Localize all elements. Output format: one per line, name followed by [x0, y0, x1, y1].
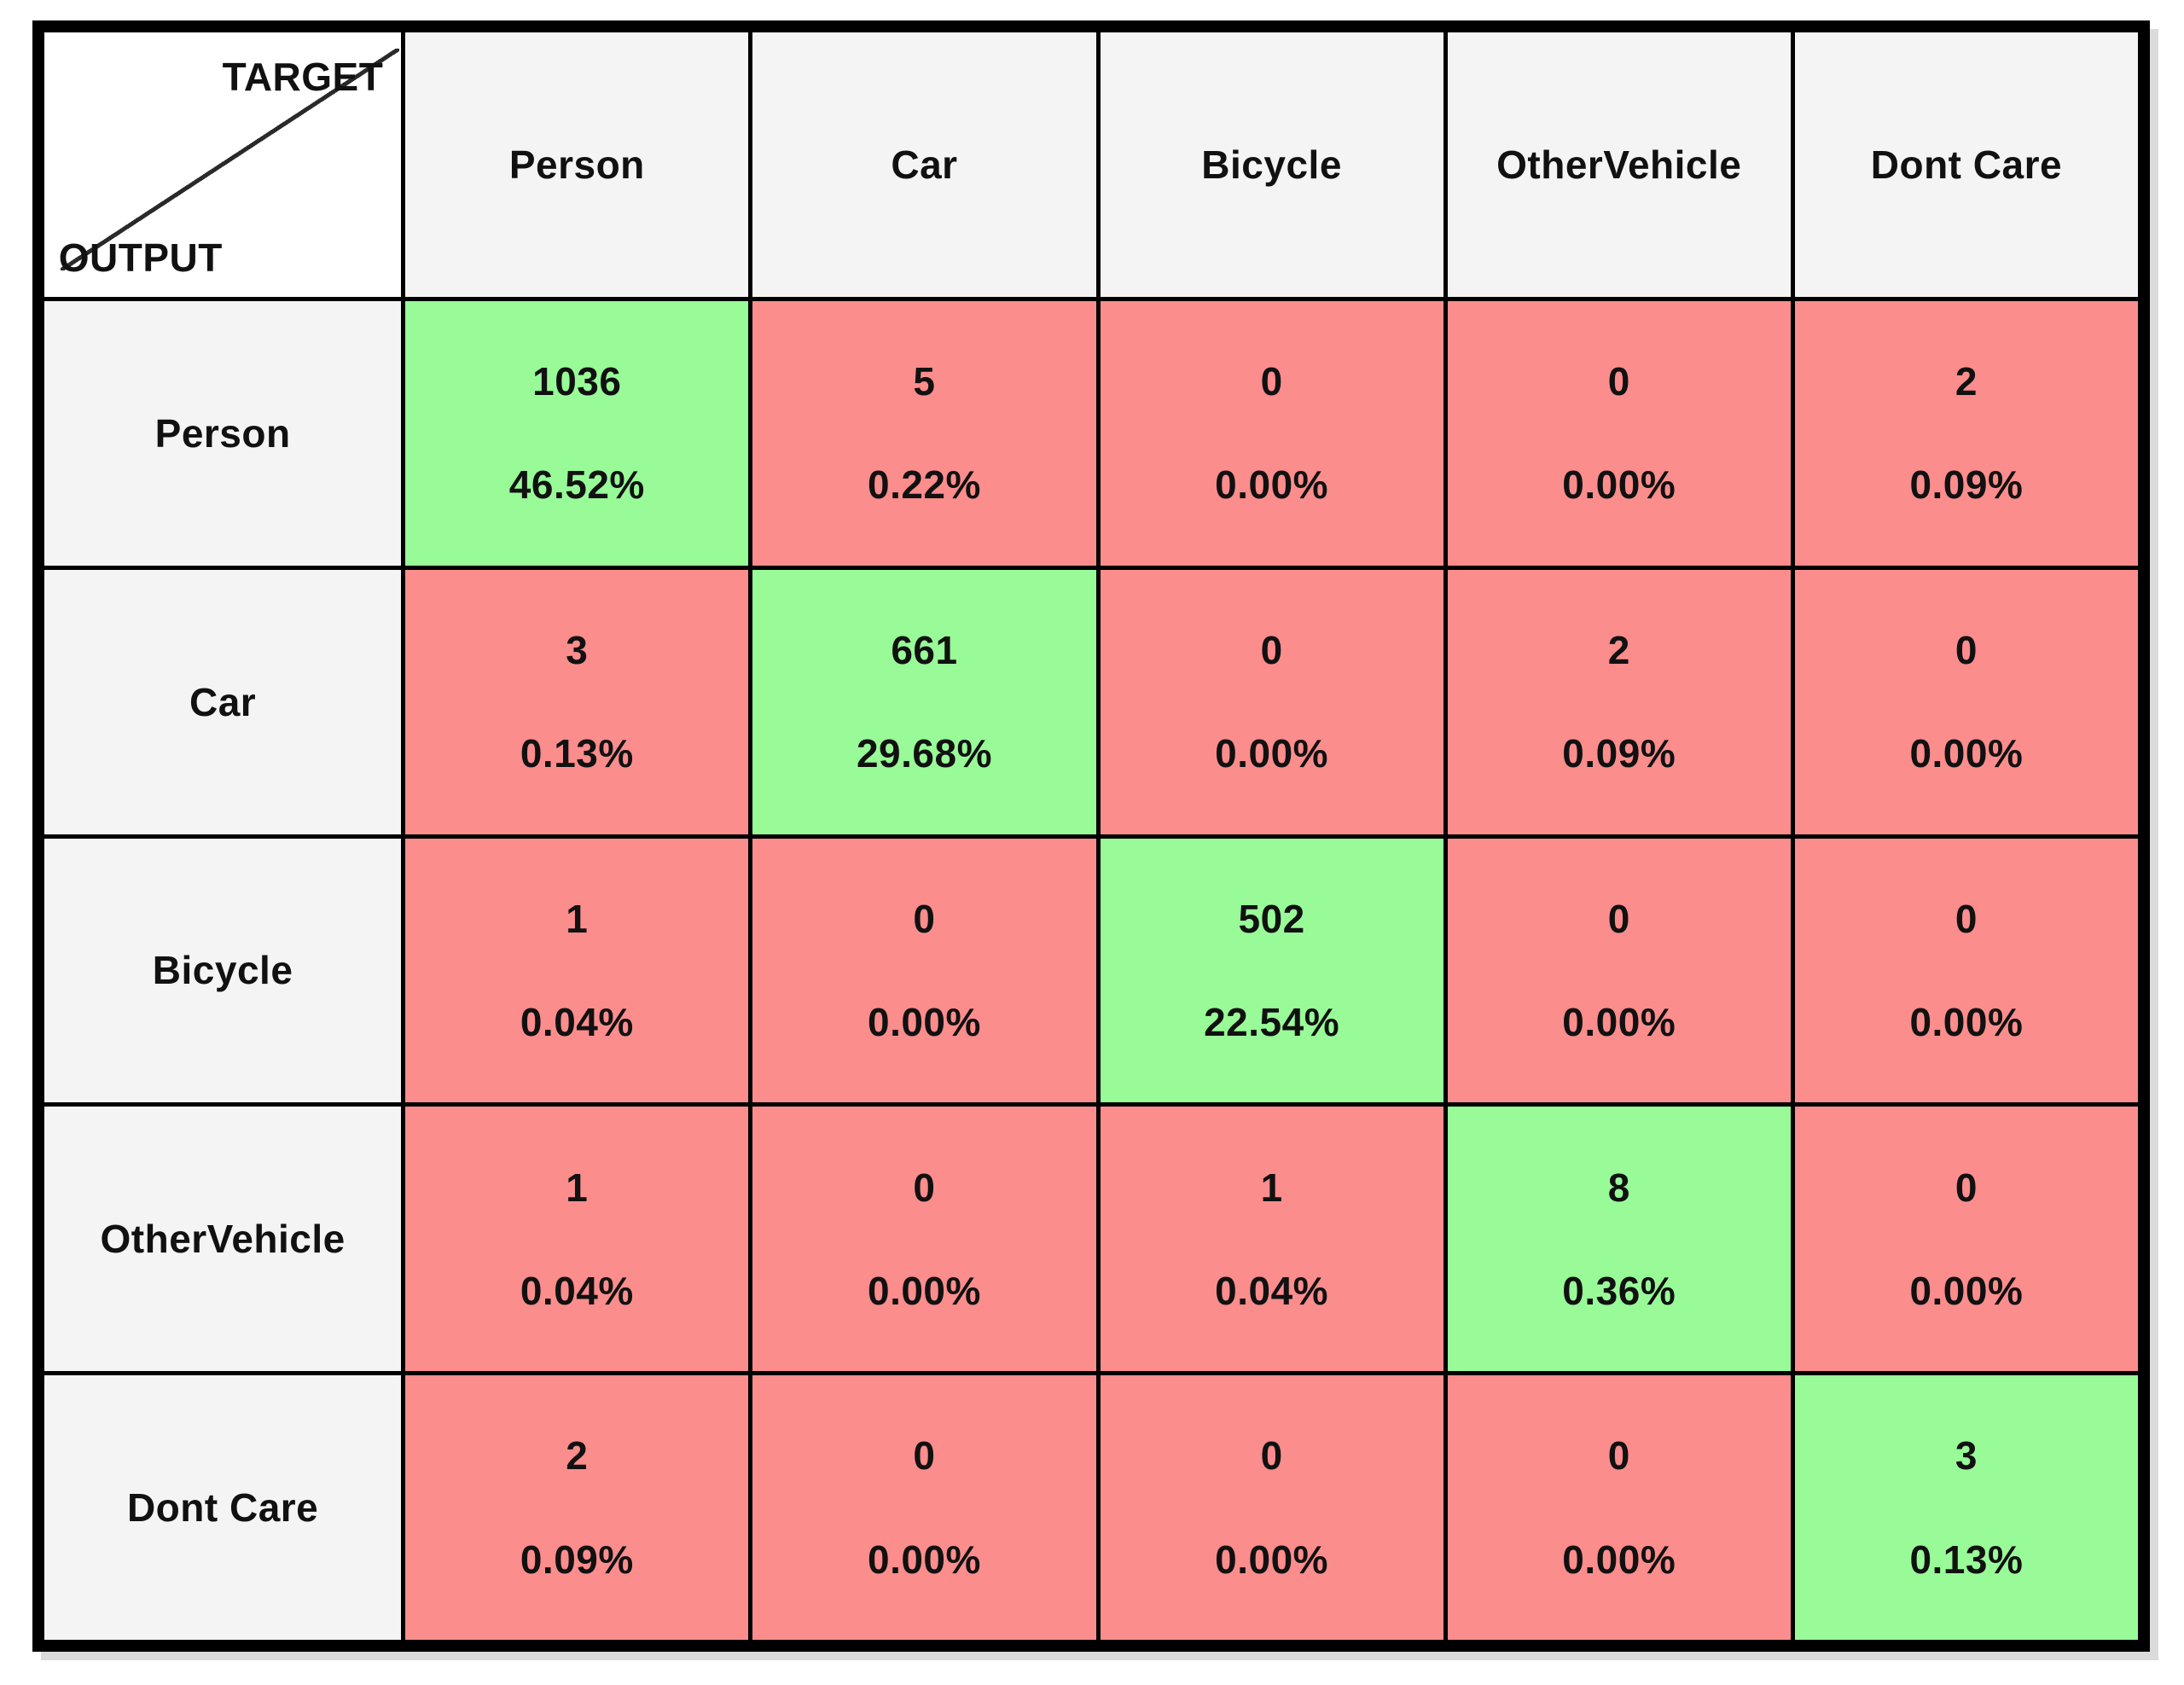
matrix-cell-person-bicycle: 0 0.00% — [1100, 300, 1443, 566]
cell-percent: 0.04% — [520, 1268, 634, 1313]
cell-percent: 0.00% — [1215, 731, 1329, 776]
cell-percent: 0.00% — [1909, 731, 2024, 776]
col-header-car: Car — [752, 32, 1096, 297]
cell-percent: 22.54% — [1204, 1000, 1340, 1045]
matrix-cell-othervehicle-car: 0 0.00% — [752, 1107, 1096, 1372]
matrix-cell-person-person: 1036 46.52% — [405, 300, 749, 566]
cell-count: 1036 — [532, 359, 622, 404]
cell-percent: 0.00% — [1562, 1537, 1676, 1582]
matrix-cell-dontcare-bicycle: 0 0.00% — [1100, 1375, 1443, 1640]
cell-percent: 0.00% — [1909, 1000, 2024, 1045]
cell-count: 0 — [1260, 627, 1283, 672]
cell-count: 2 — [566, 1433, 589, 1479]
cell-count: 502 — [1238, 896, 1305, 941]
cell-count: 0 — [1955, 1165, 1978, 1210]
matrix-cell-dontcare-car: 0 0.00% — [752, 1375, 1096, 1640]
corner-cell: TARGET OUTPUT — [44, 32, 402, 297]
row-header-dontcare: Dont Care — [44, 1375, 402, 1640]
cell-percent: 0.22% — [867, 462, 981, 508]
cell-percent: 0.13% — [1909, 1537, 2024, 1582]
output-axis-label: OUTPUT — [58, 235, 223, 281]
cell-percent: 29.68% — [856, 731, 992, 776]
cell-count: 3 — [1955, 1433, 1978, 1479]
cell-count: 0 — [913, 896, 936, 941]
cell-percent: 0.09% — [520, 1537, 634, 1582]
cell-count: 8 — [1607, 1165, 1630, 1210]
cell-count: 3 — [566, 627, 589, 672]
cell-percent: 0.00% — [1215, 462, 1329, 508]
matrix-cell-bicycle-dontcare: 0 0.00% — [1794, 838, 2138, 1103]
cell-count: 0 — [1955, 896, 1978, 941]
cell-count: 0 — [1955, 627, 1978, 672]
diagonal-divider-line — [60, 48, 400, 270]
cell-percent: 0.09% — [1909, 462, 2024, 508]
matrix-cell-car-othervehicle: 2 0.09% — [1447, 569, 1791, 834]
cell-percent: 0.00% — [1562, 1000, 1676, 1045]
cell-percent: 0.00% — [1215, 1537, 1329, 1582]
col-header-person: Person — [405, 32, 749, 297]
cell-percent: 0.09% — [1562, 731, 1676, 776]
cell-percent: 0.04% — [520, 1000, 634, 1045]
cell-count: 1 — [566, 1165, 589, 1210]
cell-percent: 0.13% — [520, 731, 634, 776]
matrix-cell-bicycle-car: 0 0.00% — [752, 838, 1096, 1103]
cell-count: 0 — [913, 1433, 936, 1479]
cell-count: 1 — [1260, 1165, 1283, 1210]
cell-count: 661 — [891, 627, 958, 672]
matrix-cell-car-person: 3 0.13% — [405, 569, 749, 834]
matrix-cell-dontcare-person: 2 0.09% — [405, 1375, 749, 1640]
matrix-cell-othervehicle-dontcare: 0 0.00% — [1794, 1107, 2138, 1372]
row-header-person: Person — [44, 300, 402, 566]
target-axis-label: TARGET — [222, 54, 384, 99]
cell-percent: 0.00% — [1562, 462, 1676, 508]
cell-percent: 0.00% — [867, 1537, 981, 1582]
cell-percent: 0.36% — [1562, 1268, 1676, 1313]
matrix-cell-bicycle-bicycle: 502 22.54% — [1100, 838, 1443, 1103]
cell-percent: 46.52% — [508, 462, 645, 508]
col-header-dontcare: Dont Care — [1794, 32, 2138, 297]
matrix-cell-person-car: 5 0.22% — [752, 300, 1096, 566]
matrix-cell-dontcare-dontcare: 3 0.13% — [1794, 1375, 2138, 1640]
cell-count: 0 — [1607, 1433, 1630, 1479]
col-header-othervehicle: OtherVehicle — [1447, 32, 1791, 297]
cell-percent: 0.00% — [867, 1268, 981, 1313]
cell-count: 0 — [1607, 896, 1630, 941]
cell-percent: 0.04% — [1215, 1268, 1329, 1313]
row-header-car: Car — [44, 569, 402, 834]
cell-count: 5 — [913, 359, 936, 404]
cell-count: 0 — [1260, 1433, 1283, 1479]
matrix-cell-person-othervehicle: 0 0.00% — [1447, 300, 1791, 566]
cell-count: 0 — [913, 1165, 936, 1210]
cell-count: 0 — [1260, 359, 1283, 404]
cell-count: 0 — [1607, 359, 1630, 404]
matrix-cell-othervehicle-bicycle: 1 0.04% — [1100, 1107, 1443, 1372]
cell-percent: 0.00% — [1909, 1268, 2024, 1313]
matrix-cell-car-bicycle: 0 0.00% — [1100, 569, 1443, 834]
matrix-cell-dontcare-othervehicle: 0 0.00% — [1447, 1375, 1791, 1640]
cell-count: 2 — [1955, 359, 1978, 404]
matrix-cell-othervehicle-othervehicle: 8 0.36% — [1447, 1107, 1791, 1372]
confusion-matrix-table: TARGET OUTPUT Person Car Bicycle OtherVe… — [32, 20, 2150, 1652]
cell-count: 2 — [1607, 627, 1630, 672]
matrix-cell-othervehicle-person: 1 0.04% — [405, 1107, 749, 1372]
matrix-cell-person-dontcare: 2 0.09% — [1794, 300, 2138, 566]
matrix-cell-car-dontcare: 0 0.00% — [1794, 569, 2138, 834]
cell-count: 1 — [566, 896, 589, 941]
matrix-cell-car-car: 661 29.68% — [752, 569, 1096, 834]
col-header-bicycle: Bicycle — [1100, 32, 1443, 297]
matrix-cell-bicycle-othervehicle: 0 0.00% — [1447, 838, 1791, 1103]
cell-percent: 0.00% — [867, 1000, 981, 1045]
matrix-cell-bicycle-person: 1 0.04% — [405, 838, 749, 1103]
row-header-othervehicle: OtherVehicle — [44, 1107, 402, 1372]
row-header-bicycle: Bicycle — [44, 838, 402, 1103]
